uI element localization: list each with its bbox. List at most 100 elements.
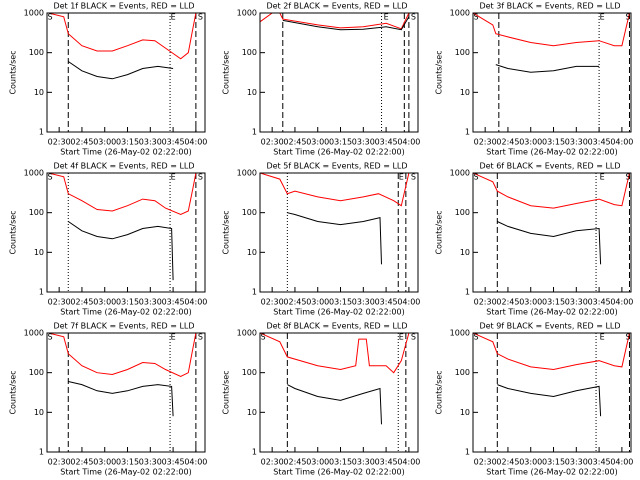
x-tick-label: 02:30 (474, 458, 497, 467)
panel-title: Det 4f BLACK = Events, RED = LLD (53, 162, 194, 171)
plot-frame (259, 172, 419, 293)
plot (473, 333, 630, 452)
y-tick-label: 10 (247, 408, 257, 417)
x-tick-label: 03:00 (93, 138, 116, 147)
plot (473, 173, 630, 292)
y-tick-label: 10 (460, 88, 470, 97)
y-tick-label: 1 (465, 128, 470, 137)
series-line (287, 212, 382, 265)
x-tick-label: 02:45 (283, 458, 306, 467)
panel: Det 7f BLACK = Events, RED = LLD Start Ti… (9, 322, 208, 477)
y-tick-label: 100 (455, 48, 470, 57)
y-axis-label: Counts/sec (435, 50, 444, 94)
annotation: S (198, 173, 203, 182)
annotation: S (473, 173, 478, 182)
x-tick-label: 03:45 (162, 458, 185, 467)
x-tick-label: 02:30 (48, 138, 71, 147)
y-tick-label: 10 (247, 248, 257, 257)
plot (473, 13, 630, 132)
y-axis-label: Counts/sec (435, 210, 444, 254)
x-axis-label: Start Time (26-May-02 02:22:00) (486, 148, 617, 157)
y-tick-label: 1000 (450, 329, 470, 338)
y-tick-label: 100 (242, 368, 257, 377)
x-tick-label: 03:15 (542, 298, 565, 307)
x-tick-label: 03:30 (565, 138, 588, 147)
x-tick-label: 03:30 (352, 458, 375, 467)
y-axis-label: Counts/sec (435, 370, 444, 414)
x-tick-label: 02:45 (283, 138, 306, 147)
x-tick-label: 02:45 (496, 298, 519, 307)
annotation: S (625, 333, 630, 342)
annotation: E (171, 13, 176, 22)
y-tick-label: 100 (29, 48, 44, 57)
y-tick-label: 100 (242, 208, 257, 217)
x-tick-label: 03:45 (375, 138, 398, 147)
plot-frame (259, 332, 419, 453)
plot (48, 333, 197, 452)
y-tick-label: 10 (34, 248, 44, 257)
x-tick-label: 04:00 (184, 138, 207, 147)
x-tick-label: 02:45 (70, 138, 93, 147)
plot-frame (46, 332, 206, 453)
x-tick-label: 03:15 (116, 138, 139, 147)
x-tick-label: 04:00 (610, 298, 633, 307)
x-tick-label: 03:00 (519, 458, 542, 467)
plot-frame (46, 12, 206, 133)
series-line (473, 173, 630, 209)
annotation: E (600, 333, 605, 342)
y-axis-label: Counts/sec (9, 210, 18, 254)
y-tick-label: 1 (465, 448, 470, 457)
x-tick-label: 03:30 (139, 298, 162, 307)
x-tick-label: 03:30 (565, 458, 588, 467)
y-axis-label: Counts/sec (222, 50, 231, 94)
x-tick-label: 03:30 (139, 138, 162, 147)
panel-title: Det 1f BLACK = Events, RED = LLD (53, 2, 194, 11)
x-tick-label: 03:00 (93, 298, 116, 307)
panel: Det 1f BLACK = Events, RED = LLD Start Ti… (9, 2, 208, 157)
y-tick-label: 100 (29, 208, 44, 217)
y-tick-label: 1000 (24, 9, 44, 18)
annotation: S (47, 173, 52, 182)
y-tick-label: 10 (247, 88, 257, 97)
series-line (497, 221, 602, 265)
plot (48, 13, 197, 132)
panel: Det 4f BLACK = Events, RED = LLD Start Ti… (9, 162, 208, 317)
x-tick-label: 03:00 (519, 298, 542, 307)
y-tick-label: 1 (39, 288, 44, 297)
annotation: E (171, 333, 176, 342)
x-tick-label: 03:45 (162, 298, 185, 307)
x-tick-label: 04:00 (184, 458, 207, 467)
x-tick-label: 03:15 (329, 298, 352, 307)
annotation: S (625, 173, 630, 182)
annotation: S (47, 13, 52, 22)
annotation: S (198, 13, 203, 22)
panel-title: Det 6f BLACK = Events, RED = LLD (479, 162, 620, 171)
series-line (68, 381, 174, 417)
y-tick-label: 10 (34, 408, 44, 417)
x-tick-label: 03:15 (116, 458, 139, 467)
series-line (495, 64, 600, 73)
y-tick-label: 100 (242, 48, 257, 57)
y-tick-label: 100 (455, 368, 470, 377)
series-line (48, 333, 197, 378)
plot-frame (472, 332, 632, 453)
x-tick-label: 03:00 (93, 458, 116, 467)
annotation: S (198, 333, 203, 342)
x-tick-label: 03:45 (375, 298, 398, 307)
panel-title: Det 9f BLACK = Events, RED = LLD (479, 322, 620, 331)
x-tick-label: 02:45 (70, 458, 93, 467)
plot-frame (472, 12, 632, 133)
annotation: E (600, 173, 605, 182)
y-axis-label: Counts/sec (9, 50, 18, 94)
y-tick-label: 1 (252, 288, 257, 297)
series-line (287, 384, 382, 425)
x-tick-label: 03:00 (519, 138, 542, 147)
x-tick-label: 03:30 (565, 298, 588, 307)
annotation: S (260, 333, 265, 342)
x-tick-label: 02:30 (261, 298, 284, 307)
plot (260, 173, 410, 292)
x-tick-label: 03:00 (306, 458, 329, 467)
x-tick-label: 04:00 (397, 138, 420, 147)
x-tick-label: 03:45 (588, 138, 611, 147)
